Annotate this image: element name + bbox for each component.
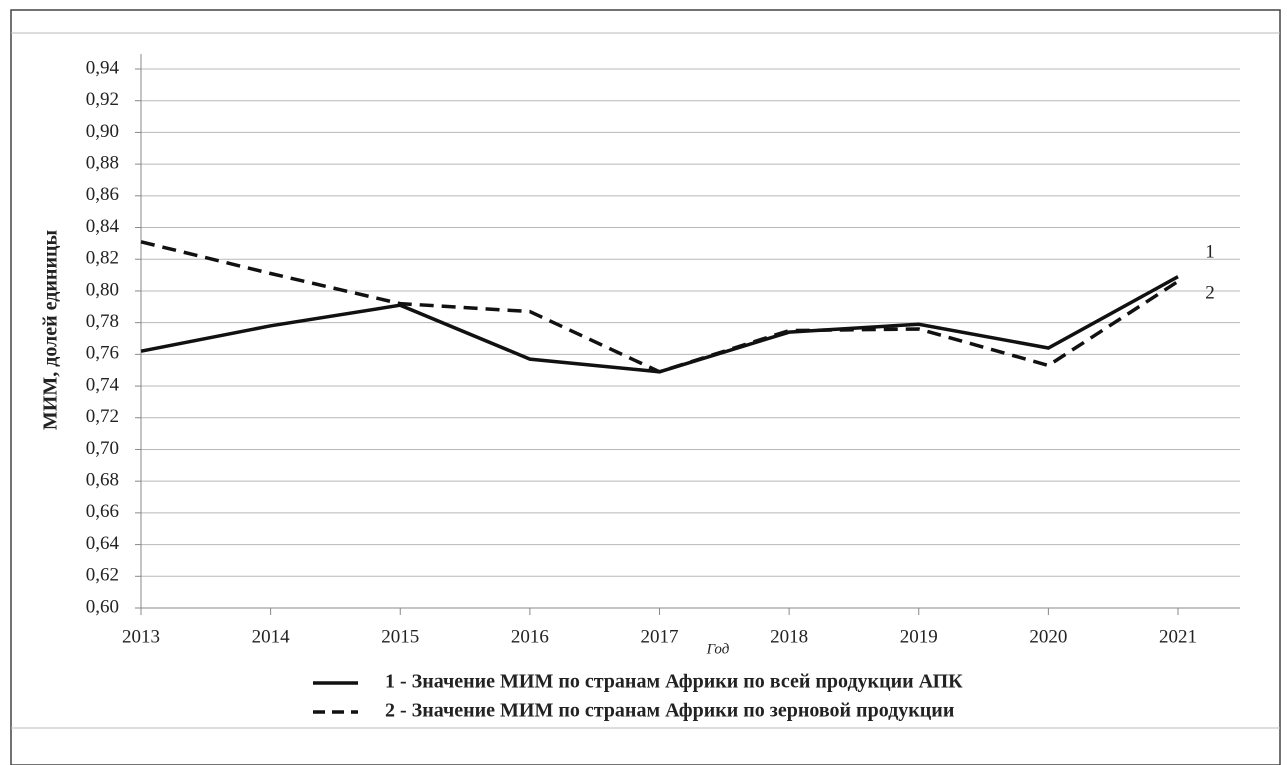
y-tick-label: 0,78 xyxy=(86,311,119,332)
x-axis-label: Год xyxy=(706,641,730,657)
y-tick-label: 0,82 xyxy=(86,248,119,269)
y-tick-label: 0,70 xyxy=(86,438,119,459)
x-tick-label: 2018 xyxy=(770,626,808,647)
y-tick-label: 0,92 xyxy=(86,89,119,110)
series-annotation: 2 xyxy=(1205,282,1215,303)
series-annotation: 1 xyxy=(1205,241,1215,262)
x-tick-label: 2020 xyxy=(1029,626,1067,647)
y-tick-label: 0,94 xyxy=(86,57,120,78)
y-tick-label: 0,66 xyxy=(86,501,119,522)
series-line xyxy=(140,240,1179,374)
y-tick-label: 0,64 xyxy=(86,533,120,554)
y-tick-label: 0,68 xyxy=(86,470,119,491)
y-tick-label: 0,60 xyxy=(86,596,119,617)
y-tick-label: 0,80 xyxy=(86,279,119,300)
x-tick-label: 2015 xyxy=(381,626,419,647)
x-tick-label: 2019 xyxy=(900,626,938,647)
x-tick-label: 2017 xyxy=(641,626,679,647)
x-tick-label: 2021 xyxy=(1159,626,1197,647)
legend-label: 2 - Значение МИМ по странам Африки по зе… xyxy=(385,700,954,722)
y-tick-label: 0,74 xyxy=(86,374,120,395)
x-tick-label: 2013 xyxy=(122,626,160,647)
y-tick-label: 0,62 xyxy=(86,565,119,586)
y-tick-label: 0,88 xyxy=(86,152,119,173)
y-tick-label: 0,90 xyxy=(86,121,119,142)
y-tick-label: 0,86 xyxy=(86,184,119,205)
y-axis-label: МИМ, долей единицы xyxy=(40,230,62,431)
legend-label: 1 - Значение МИМ по странам Африки по вс… xyxy=(385,671,963,693)
frame xyxy=(10,9,1281,765)
y-tick-label: 0,76 xyxy=(86,343,119,364)
x-tick-label: 2014 xyxy=(252,626,291,647)
y-tick-label: 0,72 xyxy=(86,406,119,427)
y-tick-label: 0,84 xyxy=(86,216,120,237)
x-tick-label: 2016 xyxy=(511,626,549,647)
